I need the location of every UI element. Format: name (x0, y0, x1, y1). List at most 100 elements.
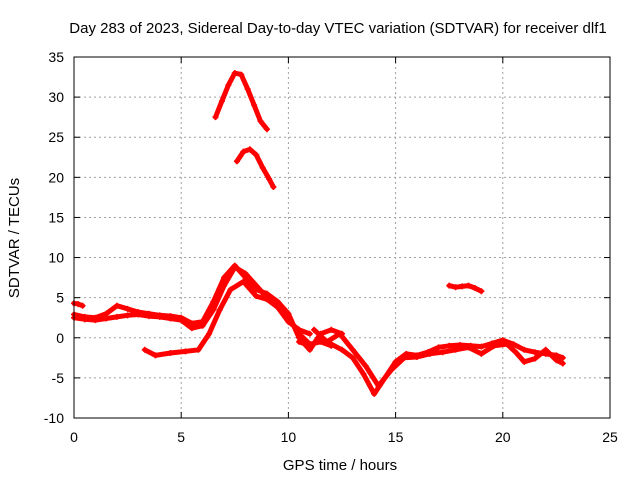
data-point (328, 341, 335, 348)
chart-title: Day 283 of 2023, Sidereal Day-to-day VTE… (69, 20, 606, 37)
data-point (285, 318, 292, 325)
data-point (465, 282, 472, 289)
data-point (270, 183, 277, 190)
data-point (542, 346, 549, 353)
x-tick-label: 15 (388, 429, 404, 445)
data-point (510, 341, 517, 348)
data-point (531, 355, 538, 362)
x-tick-label: 20 (495, 429, 511, 445)
data-point (559, 354, 566, 361)
data-series-group (71, 70, 566, 397)
data-point (79, 302, 86, 309)
y-tick-label: 30 (48, 89, 64, 105)
data-point (323, 338, 330, 345)
x-tick-label: 10 (281, 429, 297, 445)
data-point (471, 285, 478, 292)
data-point (349, 346, 356, 353)
series-line-arc-d (296, 336, 566, 397)
data-point (559, 360, 566, 367)
data-point (274, 298, 281, 305)
data-point (167, 350, 174, 357)
data-point (212, 114, 219, 121)
plot-frame (73, 56, 611, 419)
data-point (113, 313, 120, 320)
data-point (375, 382, 382, 389)
data-point (141, 346, 148, 353)
data-point (182, 348, 189, 355)
data-point (362, 362, 369, 369)
data-point (216, 306, 223, 313)
data-point (446, 342, 453, 349)
data-point (553, 357, 560, 364)
y-tick-label: 25 (48, 129, 64, 145)
data-point (167, 313, 174, 320)
data-point (401, 354, 408, 361)
data-point (478, 288, 485, 295)
data-point (478, 350, 485, 357)
data-point (349, 354, 356, 361)
data-point (263, 290, 270, 297)
data-point (152, 352, 159, 359)
data-point (360, 370, 367, 377)
y-tick-label: 20 (48, 169, 64, 185)
data-point (81, 313, 88, 320)
data-point (253, 286, 260, 293)
data-point (156, 312, 163, 319)
data-point (426, 350, 433, 357)
data-point (414, 354, 421, 361)
x-tick-label: 25 (602, 429, 618, 445)
data-point (240, 278, 247, 285)
data-point (296, 326, 303, 333)
data-point (512, 349, 519, 356)
data-point (257, 118, 264, 125)
data-point (225, 82, 232, 89)
data-point (263, 296, 270, 303)
y-tick-label: 5 (56, 290, 64, 306)
y-tick-label: 35 (48, 49, 64, 65)
series-line-arc-e (311, 327, 566, 389)
data-point (504, 341, 511, 348)
y-tick-label: -5 (52, 370, 65, 386)
data-point (251, 102, 258, 109)
data-point (75, 301, 82, 308)
data-point (210, 298, 217, 305)
y-tick-label: 15 (48, 209, 64, 225)
data-point (244, 86, 251, 93)
data-point (435, 344, 442, 351)
data-point (135, 309, 142, 316)
data-point (306, 330, 313, 337)
data-point (199, 318, 206, 325)
data-point (178, 314, 185, 321)
y-tick-label: 10 (48, 250, 64, 266)
data-point (459, 283, 466, 290)
data-point (439, 349, 446, 356)
data-point (113, 302, 120, 309)
data-point (253, 151, 260, 158)
y-tick-label: -10 (44, 410, 64, 426)
data-point (446, 282, 453, 289)
data-point (499, 337, 506, 344)
data-point (452, 284, 459, 291)
x-axis-label: GPS time / hours (283, 457, 397, 474)
data-point (491, 342, 498, 349)
data-point (103, 310, 110, 317)
data-point (328, 326, 335, 333)
data-point (124, 305, 131, 312)
data-point (231, 262, 238, 269)
data-point (452, 346, 459, 353)
data-point (240, 148, 247, 155)
data-point (259, 164, 266, 171)
x-tick-label: 0 (70, 429, 78, 445)
data-point (521, 346, 528, 353)
data-point (263, 126, 270, 133)
data-point (371, 390, 378, 397)
y-tick-label: 0 (56, 330, 64, 346)
data-point (285, 310, 292, 317)
data-point (233, 158, 240, 165)
data-point (478, 343, 485, 350)
data-point (531, 349, 538, 356)
data-point (465, 344, 472, 351)
data-point (266, 175, 273, 182)
data-point (388, 366, 395, 373)
